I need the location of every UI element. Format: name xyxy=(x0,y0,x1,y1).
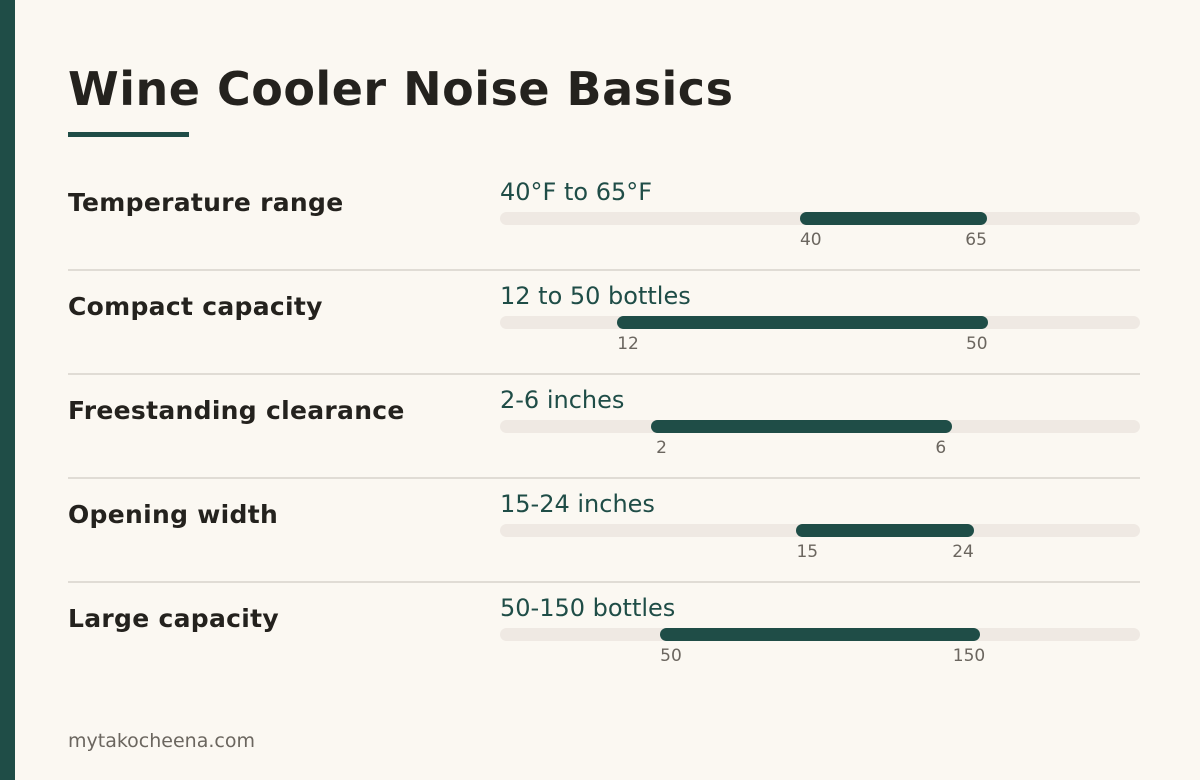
range-value-label: 50-150 bottles xyxy=(500,594,676,622)
range-row: Temperature range 40°F to 65°F 40 65 xyxy=(68,166,1140,271)
range-bar xyxy=(617,316,988,329)
row-label: Freestanding clearance xyxy=(68,396,405,425)
footer-site: mytakocheena.com xyxy=(68,730,255,752)
range-value-label: 15-24 inches xyxy=(500,490,655,518)
range-track xyxy=(500,316,1140,329)
range-low-tick: 2 xyxy=(656,438,667,458)
page-title: Wine Cooler Noise Basics xyxy=(68,62,734,116)
range-high-tick: 150 xyxy=(952,646,986,666)
range-value-label: 12 to 50 bottles xyxy=(500,282,691,310)
title-underline xyxy=(68,132,189,137)
range-bar xyxy=(650,420,952,433)
range-row: Compact capacity 12 to 50 bottles 12 50 xyxy=(68,270,1140,375)
range-high-tick: 6 xyxy=(935,438,947,458)
range-bar xyxy=(796,524,975,537)
range-low-tick: 50 xyxy=(660,646,682,666)
row-label: Compact capacity xyxy=(68,292,323,321)
row-label: Temperature range xyxy=(68,188,344,217)
range-track xyxy=(500,628,1140,641)
accent-bar xyxy=(0,0,15,780)
range-track xyxy=(500,420,1140,433)
row-label: Large capacity xyxy=(68,604,279,633)
range-row: Freestanding clearance 2-6 inches 2 6 xyxy=(68,374,1140,479)
row-divider xyxy=(68,581,1140,583)
range-row: Opening width 15-24 inches 15 24 xyxy=(68,478,1140,583)
row-label: Opening width xyxy=(68,500,279,529)
range-row: Large capacity 50-150 bottles 50 150 xyxy=(68,582,1140,686)
row-divider xyxy=(68,269,1140,271)
range-track xyxy=(500,524,1140,537)
range-high-tick: 24 xyxy=(952,542,974,562)
range-low-tick: 40 xyxy=(799,230,822,250)
range-bar xyxy=(799,212,988,225)
row-divider xyxy=(68,373,1140,375)
row-divider xyxy=(68,477,1140,479)
range-low-tick: 15 xyxy=(796,542,819,562)
range-high-tick: 50 xyxy=(965,334,988,354)
range-bar xyxy=(660,628,980,641)
range-value-label: 2-6 inches xyxy=(500,386,625,414)
range-low-tick: 12 xyxy=(617,334,639,354)
range-value-label: 40°F to 65°F xyxy=(500,178,653,206)
range-track xyxy=(500,212,1140,225)
range-high-tick: 65 xyxy=(965,230,987,250)
